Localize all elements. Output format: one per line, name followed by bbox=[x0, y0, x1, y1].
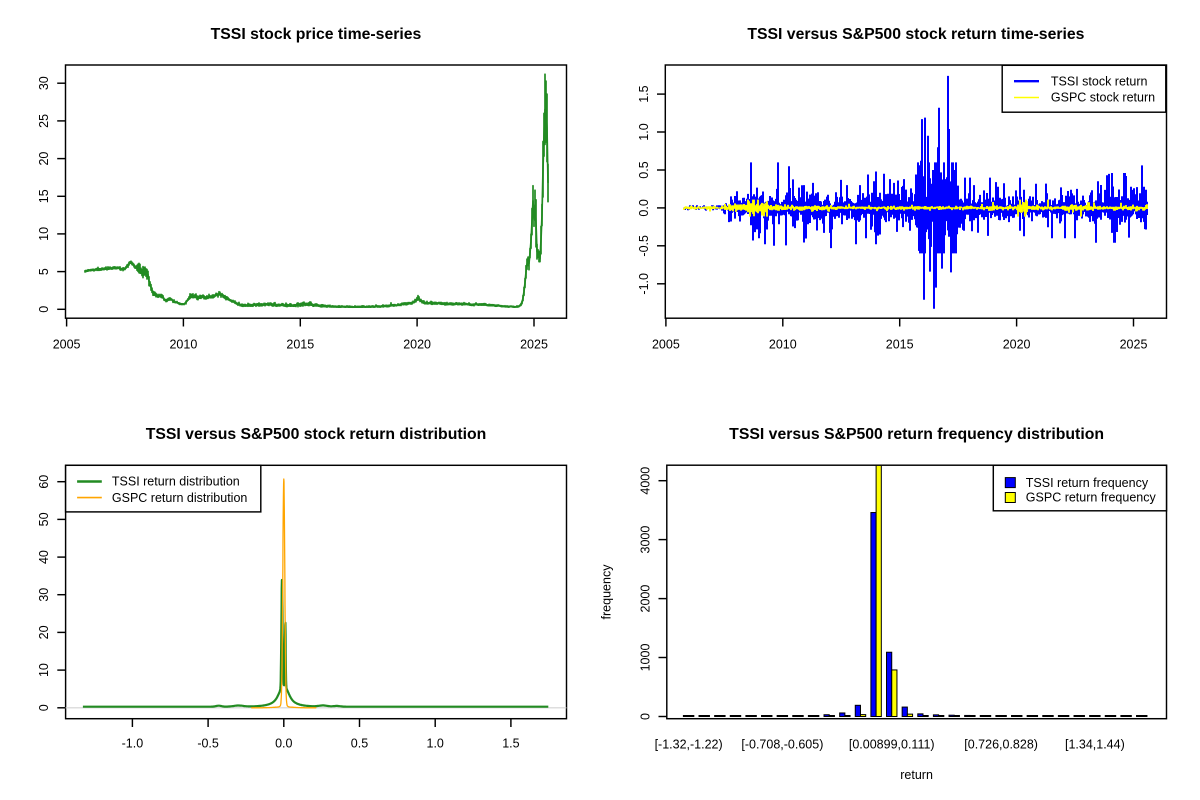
svg-text:5: 5 bbox=[37, 268, 51, 275]
svg-text:TSSI versus S&P500 stock retur: TSSI versus S&P500 stock return distribu… bbox=[146, 426, 487, 443]
svg-text:50: 50 bbox=[37, 512, 51, 526]
svg-text:TSSI stock return: TSSI stock return bbox=[1051, 74, 1148, 88]
svg-text:[-0.708,-0.605): [-0.708,-0.605) bbox=[741, 738, 823, 752]
svg-text:30: 30 bbox=[37, 76, 51, 90]
svg-text:40: 40 bbox=[37, 550, 51, 564]
svg-text:-1.0: -1.0 bbox=[122, 736, 144, 750]
svg-text:2015: 2015 bbox=[886, 337, 914, 351]
svg-text:0: 0 bbox=[37, 704, 51, 711]
svg-text:4000: 4000 bbox=[638, 467, 652, 495]
svg-text:20: 20 bbox=[37, 152, 51, 166]
svg-text:30: 30 bbox=[37, 588, 51, 602]
svg-text:2015: 2015 bbox=[286, 337, 314, 351]
svg-text:TSSI versus S&P500 stock retur: TSSI versus S&P500 stock return time-ser… bbox=[747, 26, 1084, 43]
svg-text:2010: 2010 bbox=[169, 337, 197, 351]
svg-text:15: 15 bbox=[37, 189, 51, 203]
svg-text:2005: 2005 bbox=[53, 337, 81, 351]
svg-text:GSPC return distribution: GSPC return distribution bbox=[112, 491, 248, 505]
svg-text:2005: 2005 bbox=[652, 337, 680, 351]
svg-text:TSSI return distribution: TSSI return distribution bbox=[112, 475, 240, 489]
svg-text:1.0: 1.0 bbox=[637, 123, 651, 140]
svg-text:20: 20 bbox=[37, 625, 51, 639]
svg-text:25: 25 bbox=[37, 114, 51, 128]
svg-text:10: 10 bbox=[37, 227, 51, 241]
svg-text:1000: 1000 bbox=[638, 644, 652, 672]
svg-text:0.0: 0.0 bbox=[637, 199, 651, 216]
svg-text:2020: 2020 bbox=[1003, 337, 1031, 351]
svg-text:TSSI return frequency: TSSI return frequency bbox=[1026, 476, 1149, 490]
svg-text:0.5: 0.5 bbox=[637, 161, 651, 178]
svg-text:-0.5: -0.5 bbox=[637, 235, 651, 257]
svg-text:frequency: frequency bbox=[600, 564, 614, 620]
svg-text:[-1.32,-1.22): [-1.32,-1.22) bbox=[655, 738, 723, 752]
svg-text:[0.726,0.828): [0.726,0.828) bbox=[964, 738, 1038, 752]
svg-text:1.0: 1.0 bbox=[427, 736, 444, 750]
svg-text:2025: 2025 bbox=[1120, 337, 1148, 351]
svg-text:2010: 2010 bbox=[769, 337, 797, 351]
svg-text:return: return bbox=[900, 768, 933, 782]
svg-text:GSPC stock return: GSPC stock return bbox=[1051, 91, 1155, 105]
svg-text:0: 0 bbox=[37, 306, 51, 313]
svg-text:0: 0 bbox=[638, 713, 652, 720]
svg-text:3000: 3000 bbox=[638, 526, 652, 554]
svg-text:2000: 2000 bbox=[638, 585, 652, 613]
svg-text:0.5: 0.5 bbox=[351, 736, 368, 750]
svg-text:1.5: 1.5 bbox=[637, 85, 651, 102]
svg-text:TSSI stock price time-series: TSSI stock price time-series bbox=[211, 26, 422, 43]
svg-text:-0.5: -0.5 bbox=[197, 736, 219, 750]
svg-text:-1.0: -1.0 bbox=[637, 273, 651, 295]
svg-text:[1.34,1.44): [1.34,1.44) bbox=[1065, 738, 1125, 752]
svg-text:2020: 2020 bbox=[403, 337, 431, 351]
svg-text:GSPC return frequency: GSPC return frequency bbox=[1026, 491, 1157, 505]
svg-text:[0.00899,0.111): [0.00899,0.111) bbox=[849, 738, 935, 752]
svg-text:2025: 2025 bbox=[520, 337, 548, 351]
svg-text:0.0: 0.0 bbox=[275, 736, 292, 750]
svg-text:1.5: 1.5 bbox=[502, 736, 519, 750]
svg-text:10: 10 bbox=[37, 663, 51, 677]
svg-text:TSSI versus S&P500 return freq: TSSI versus S&P500 return frequency dist… bbox=[729, 426, 1104, 443]
svg-text:60: 60 bbox=[37, 475, 51, 489]
